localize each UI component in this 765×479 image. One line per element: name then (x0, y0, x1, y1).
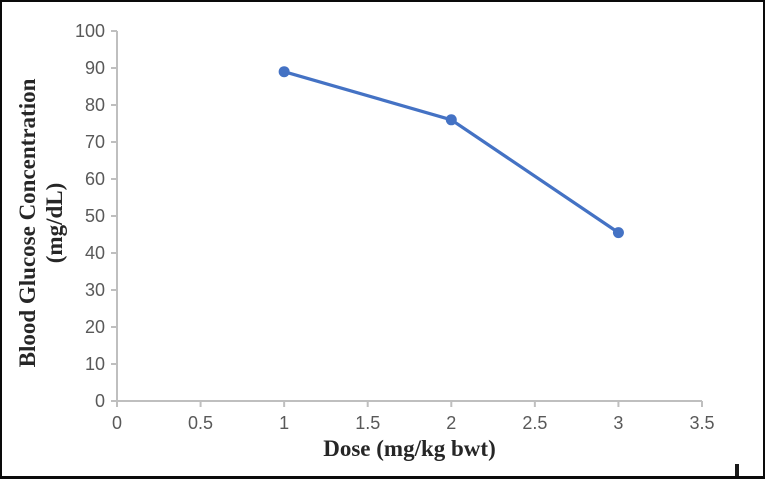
x-tick-label: 2.5 (522, 413, 547, 433)
x-tick-label: 1.5 (355, 413, 380, 433)
y-axis-title: Blood Glucose Concentration (mg/dL) (14, 43, 70, 403)
data-point-marker (612, 227, 624, 239)
y-tick-label: 0 (95, 391, 105, 411)
y-tick-label: 60 (85, 169, 105, 189)
x-tick-label: 3.5 (689, 413, 714, 433)
corner-mark (735, 464, 739, 476)
y-tick-label: 10 (85, 354, 105, 374)
y-tick-label: 70 (85, 132, 105, 152)
y-axis-title-line1: Blood Glucose Concentration (15, 78, 40, 368)
x-tick-label: 1 (279, 413, 289, 433)
y-tick-label: 30 (85, 280, 105, 300)
y-tick-label: 100 (75, 21, 105, 41)
y-tick-label: 40 (85, 243, 105, 263)
x-axis-title: Dose (mg/kg bwt) (323, 436, 496, 461)
x-tick-label: 3 (613, 413, 623, 433)
data-point-marker (278, 66, 290, 78)
x-tick-label: 0.5 (188, 413, 213, 433)
y-axis-title-line2: (mg/dL) (42, 182, 67, 264)
x-tick-label: 2 (446, 413, 456, 433)
data-series-line (282, 70, 621, 235)
y-tick-label: 80 (85, 95, 105, 115)
data-point-marker (445, 114, 457, 126)
y-tick-label: 20 (85, 317, 105, 337)
y-tick-label: 50 (85, 206, 105, 226)
x-tick-label: 0 (112, 413, 122, 433)
y-tick-label: 90 (85, 58, 105, 78)
